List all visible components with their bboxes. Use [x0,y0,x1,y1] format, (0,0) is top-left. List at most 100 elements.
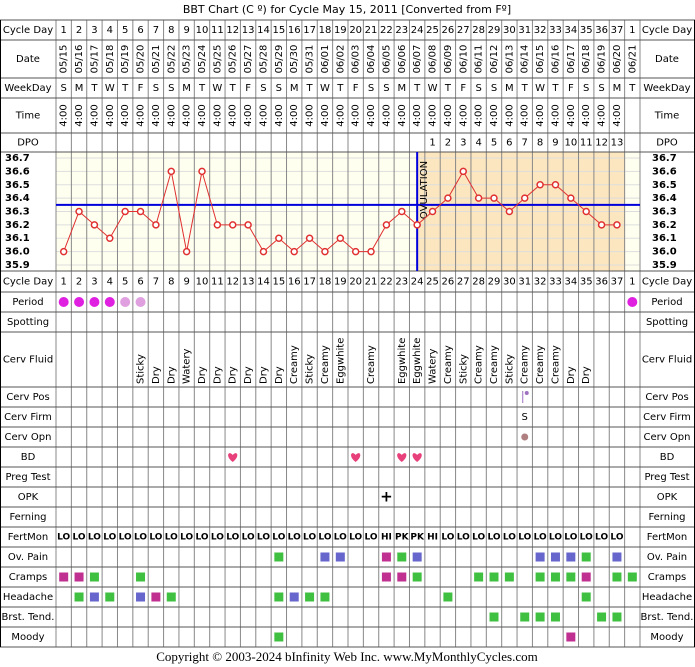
dates-cell: 05/22 [166,45,177,74]
cycle-day-cell: 9 [183,25,189,36]
cerv-fluid-cell: Creamy [289,345,300,384]
cerv-fluid-cell: Creamy [489,345,500,384]
fertmon-cell: LO [226,533,239,543]
ov-pain-square [397,552,407,562]
row-label: Cycle Day [3,25,53,36]
cycle-day-cell: 36 [595,277,608,288]
cycle-day-cell: 33 [549,25,562,36]
temperature-point [551,181,560,189]
times-cell: 4:00 [520,104,531,126]
cerv-fluid-cell: Sticky [458,354,469,384]
cycle-day-cell: 16 [288,25,301,36]
fertmon-cell: LO [534,533,547,543]
cramps-square [381,572,391,582]
dates-cell: 06/17 [566,45,577,74]
weekday-cell: T [551,83,559,94]
temperature-point [244,221,252,229]
cycle-day-cell: 25 [426,25,439,36]
dates-cell: 05/17 [89,45,100,74]
bd-heart [351,453,361,462]
cerv-fluid-cell: Creamy [366,345,377,384]
weekday-cell: S [276,83,282,94]
cycle-day-cell: 18 [319,25,332,36]
row-label: Date [16,54,40,65]
cycle-day-cell: 19 [334,277,347,288]
cerv-fluid-cell: Sticky [305,354,316,384]
fertmon-cell: LO [457,533,470,543]
fertmon-cell: LO [57,533,70,543]
ov-pain-square [535,552,545,562]
dates-cell: 06/15 [535,45,546,74]
cycle-day-cell: 27 [457,277,470,288]
times-cell: 4:00 [274,104,285,126]
cycle-day-cell: 5 [122,25,128,36]
dpo-cell: 11 [580,138,593,149]
cerv-fluid-cell: Dry [151,366,162,384]
y-tick-label: 36.5 [5,180,30,191]
y-tick-label: 36.2 [5,220,30,231]
fertmon-cell: LO [288,533,301,543]
row-label-right: Cerv Fluid [642,355,692,366]
row-label: Cerv Opn [5,432,52,443]
weekday-cell: T [521,83,529,94]
dpo-cell: 5 [491,138,497,149]
headache-square [289,592,299,602]
fertmon-cell: LO [73,533,86,543]
fertmon-cell: LO [272,533,285,543]
cerv-fluid-cell: Dry [258,366,269,384]
weekday-cell: W [105,83,115,94]
cramps-square [489,572,499,582]
dates-cell: 06/07 [412,45,423,74]
fertmon-cell: LO [472,533,485,543]
cramps-square [397,572,407,582]
temperature-point [106,234,114,242]
temperature-point [505,207,514,216]
cycle-day-cell: 34 [564,25,577,36]
cerv-fluid-cell: Watery [428,348,439,384]
period-dot [58,297,69,307]
dates-cell: 05/19 [120,45,131,74]
cycle-day-cell: 15 [272,277,285,288]
row-label-right: Time [654,111,679,122]
dates-cell: 06/18 [581,45,592,74]
times-cell: 4:00 [443,104,454,126]
temperature-point [567,194,575,202]
dates-cell: 06/10 [458,45,469,74]
cycle-day-cell: 9 [183,277,189,288]
times-cell: 4:00 [412,104,423,126]
headache-square [105,592,115,602]
times-cell: 4:00 [197,104,208,126]
cerv-fluid-cell: Dry [197,366,208,384]
dates-cell: 05/28 [258,45,269,74]
cycle-day-cell: 4 [107,25,113,36]
times-cell: 4:00 [212,104,223,126]
headache-square [320,592,330,602]
dates-cell: 06/14 [520,45,531,74]
times-cell: 4:00 [535,104,546,126]
fertmon-cell: PK [410,533,425,543]
headache-square [443,592,453,602]
row-label: BD [21,452,36,463]
weekday-cell: T [229,83,237,94]
cycle-day-cell: 37 [611,25,624,36]
cycle-day-cell: 24 [411,277,424,288]
cycle-day-cell: 11 [211,277,224,288]
row-label: Moody [11,632,44,643]
dates-cell: 06/03 [351,45,362,74]
cramps-square [504,572,514,582]
temperature-point [152,221,160,229]
cerv_firm-cell: S [522,412,528,423]
fertmon-cell: LO [165,533,178,543]
fertmon-cell: LO [257,533,270,543]
times-cell: 4:00 [489,104,500,126]
moody-square [274,632,284,642]
y-tick-label: 36.7 [5,153,30,164]
dpo-cell: 12 [595,138,608,149]
cerv-fluid-cell: Creamy [320,345,331,384]
temperature-point [75,207,83,216]
cerv-fluid-cell: Dry [166,366,177,384]
times-cell: 4:00 [136,104,147,126]
row-label-right: Period [651,297,682,308]
cycle-day-cell: 17 [303,25,316,36]
temperature-point [167,167,176,176]
